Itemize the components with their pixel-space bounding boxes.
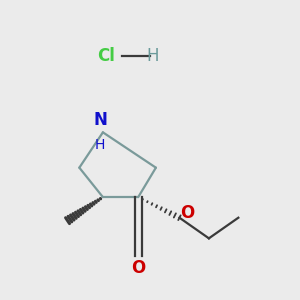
Text: H: H (147, 47, 159, 65)
Text: N: N (93, 111, 107, 129)
Text: Cl: Cl (97, 47, 115, 65)
Text: O: O (131, 259, 145, 277)
Text: O: O (180, 204, 194, 222)
Text: H: H (95, 138, 105, 152)
